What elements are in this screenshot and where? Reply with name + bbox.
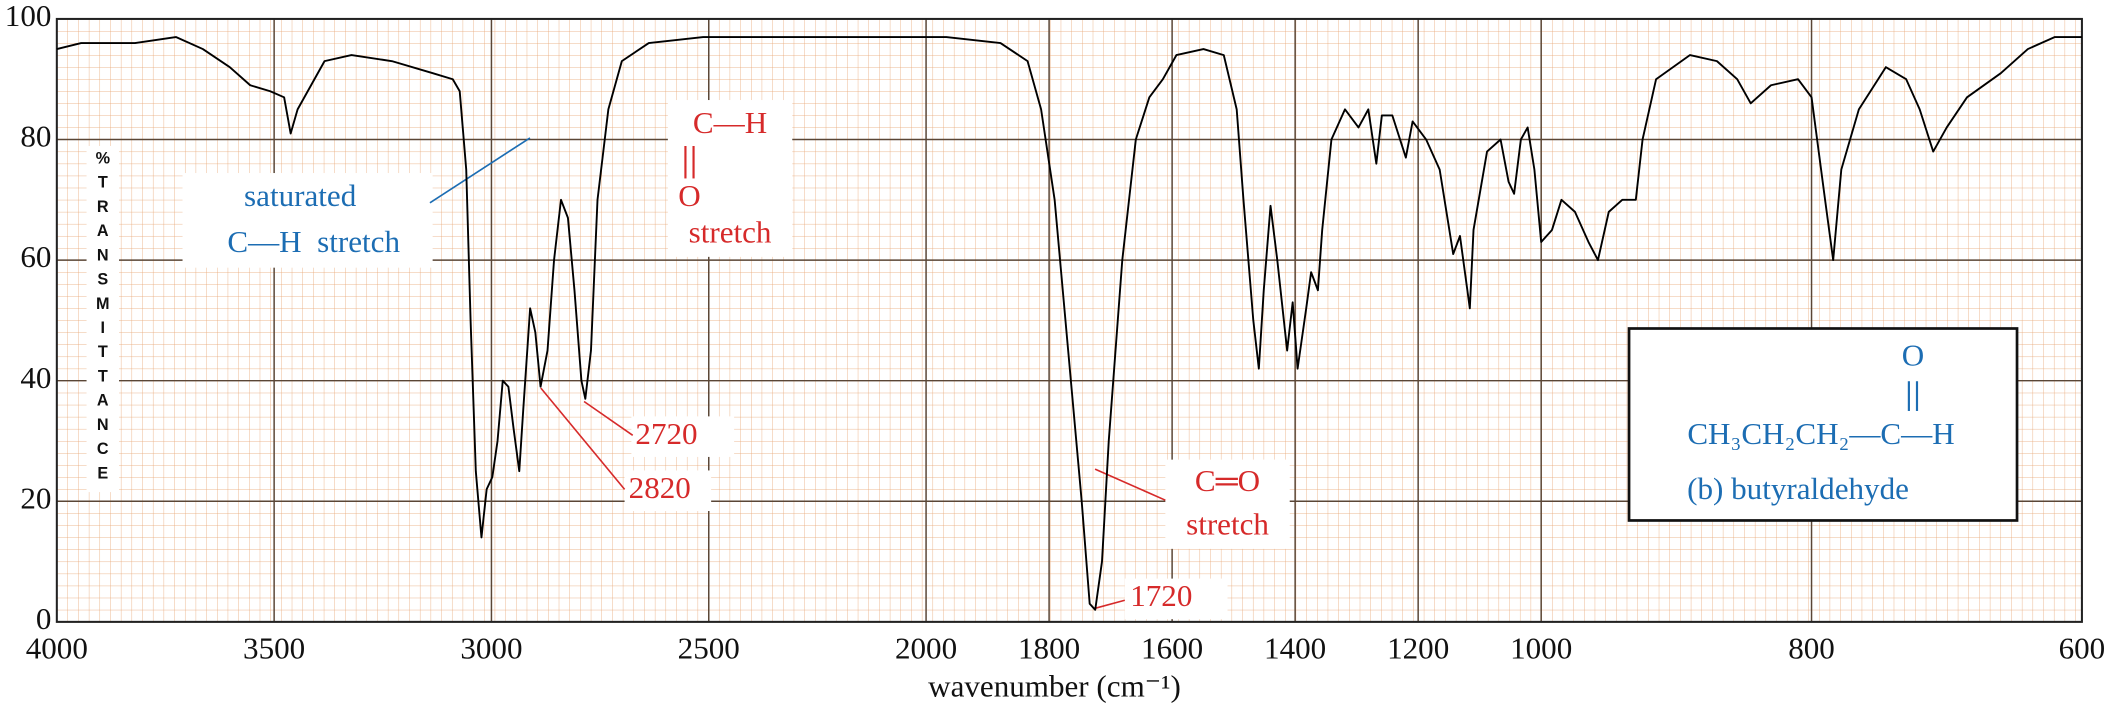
annotation-box: [1165, 459, 1290, 549]
annotation: stretch: [1186, 506, 1269, 541]
annotation-box: [667, 100, 793, 257]
annotation-box: [1124, 578, 1228, 620]
y-tick-label: 100: [5, 0, 52, 33]
structure-box: [1627, 327, 2019, 522]
y-tick-label: 0: [36, 601, 52, 636]
annotation: 2720: [635, 416, 697, 451]
x-tick-label: 1200: [1387, 631, 1449, 666]
structure-caption: (b) butyraldehyde: [1687, 471, 1909, 506]
x-tick-label: 1600: [1141, 631, 1203, 666]
x-tick-label: 3000: [460, 631, 522, 666]
x-tick-label: 800: [1788, 631, 1835, 666]
x-tick-label: 600: [2059, 631, 2106, 666]
x-axis-label: wavenumber (cm⁻¹): [928, 669, 1181, 704]
plot-frame: [55, 17, 2083, 623]
annotation: C═O: [1195, 463, 1260, 498]
y-tick-label: 80: [20, 119, 51, 154]
x-tick-label: 2000: [895, 631, 957, 666]
y-tick-label: 40: [20, 360, 51, 395]
pointer: [429, 137, 531, 204]
annotation: saturated: [244, 178, 357, 213]
pointer: [1094, 599, 1126, 610]
annotation: 1720: [1130, 578, 1192, 613]
plot: [56, 36, 2082, 611]
annotation-box: [631, 416, 735, 457]
structure-oxygen: O: [1902, 337, 1924, 372]
pointer: [583, 400, 634, 436]
annotation: O: [678, 178, 700, 213]
annotation: stretch: [689, 214, 772, 249]
y-axis-label: %TRANSMITTANCE: [94, 150, 112, 489]
annotation: 2820: [629, 470, 691, 505]
spectrum-line: [56, 36, 2082, 611]
y-label-box: [86, 146, 120, 493]
x-tick-label: 1800: [1018, 631, 1080, 666]
annotation: C—H: [693, 105, 767, 140]
x-tick-label: 1000: [1510, 631, 1572, 666]
annotation: C—H stretch: [227, 224, 400, 259]
x-tick-label: 4000: [26, 631, 88, 666]
ticks: 4000 3500 3000 2500 2000 1800 1600 1400 1200 1000…: [5, 0, 2105, 666]
x-tick-label: 1400: [1264, 631, 1326, 666]
x-tick-label: 2500: [678, 631, 740, 666]
structure-formula: CH₃CH₂CH₂—C—H: [1687, 416, 1954, 451]
annotation-box: [624, 470, 712, 512]
annotation-box: [182, 173, 433, 268]
pointer: [540, 387, 626, 490]
y-tick-label: 60: [20, 239, 51, 274]
y-tick-label: 20: [20, 480, 51, 515]
x-tick-label: 3500: [243, 631, 305, 666]
minor-grid: [56, 18, 2082, 622]
